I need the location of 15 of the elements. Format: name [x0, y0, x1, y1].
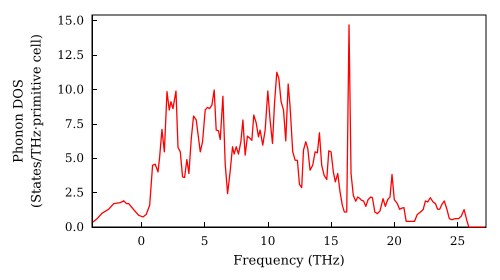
x-axis-title: Frequency (THz): [233, 253, 345, 268]
x-tick-label: 25: [450, 234, 466, 248]
x-tick-label: 20: [386, 234, 402, 248]
x-tick-label: 0: [138, 234, 146, 248]
y-axis-title: Phonon DOS (States/THz·primitive cell): [12, 34, 44, 208]
x-tick-label: 10: [260, 234, 276, 248]
y-tick-label: 5.0: [64, 151, 84, 166]
y-tick-label: 12.5: [57, 48, 84, 62]
x-tick-label: 5: [200, 234, 208, 248]
x-tick-label: 15: [323, 234, 339, 248]
y-tick-label: 7.5: [64, 116, 84, 131]
y-tick-label: 15.0: [57, 14, 84, 28]
y-tick-label: 10.0: [57, 82, 84, 96]
y-tick-label: 0.0: [64, 220, 84, 234]
y-tick-label: 2.5: [64, 186, 84, 200]
